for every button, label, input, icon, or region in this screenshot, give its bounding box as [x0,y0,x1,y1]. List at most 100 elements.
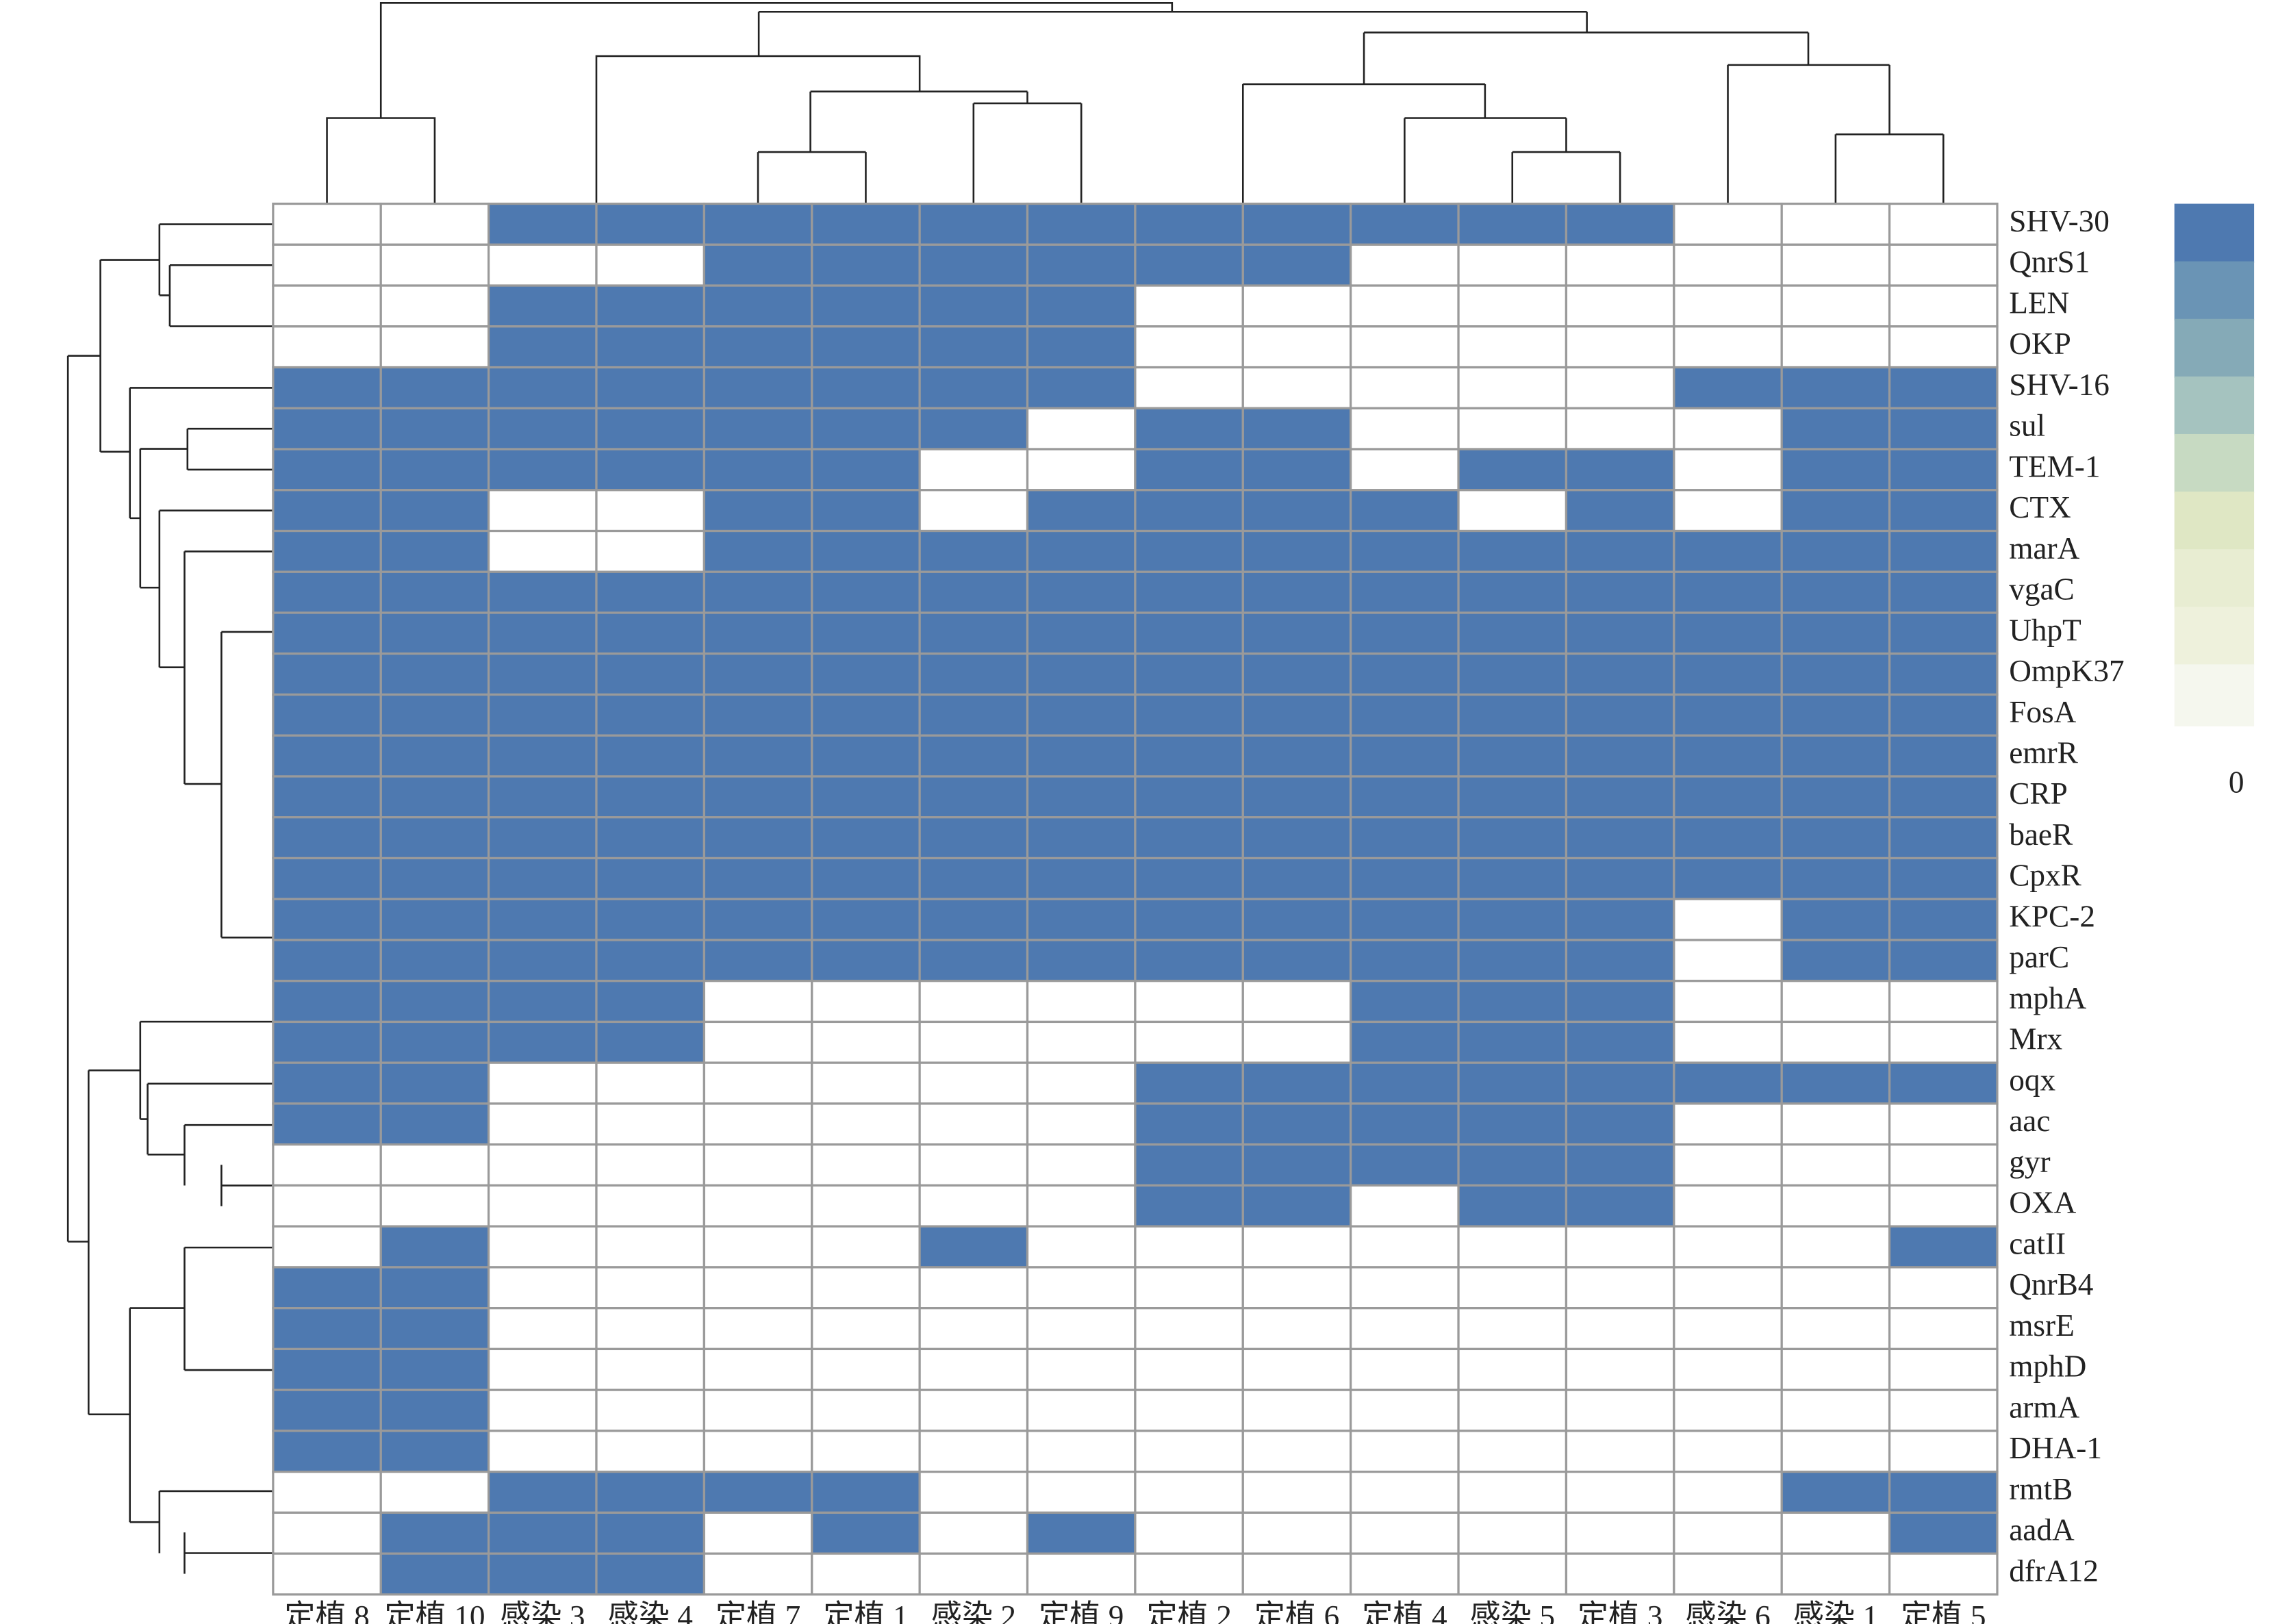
heatmap-cell [272,243,382,287]
heatmap-cell [811,1143,921,1187]
heatmap-cell [1780,1471,1891,1514]
heatmap-cell [1350,775,1460,819]
heatmap-cell [595,366,705,409]
heatmap-cell [379,448,490,492]
heatmap-cell [379,325,490,369]
heatmap-cell [1457,1020,1568,1064]
heatmap-cell [595,898,705,941]
heatmap-cell [1134,325,1244,369]
heatmap-cell [379,857,490,900]
heatmap-cell [811,489,921,533]
heatmap-cell [1241,1511,1352,1555]
heatmap-cell [1780,1102,1891,1146]
heatmap-cell [811,1225,921,1269]
heatmap-cell [1026,1225,1137,1269]
colorbar-step [2174,433,2255,494]
heatmap-cell [1134,1347,1244,1391]
heatmap-cell [1457,448,1568,492]
heatmap-cell [1350,325,1460,369]
heatmap-cell [1673,1143,1783,1187]
heatmap-cell [1350,1347,1460,1391]
heatmap-cell [1565,775,1675,819]
heatmap-cell [1673,1225,1783,1269]
heatmap-cell [1350,1307,1460,1351]
heatmap-cell [1241,1184,1352,1228]
heatmap-cell [1673,857,1783,900]
heatmap-cell [811,857,921,900]
column-label: 定植 4 [1362,1599,1447,1624]
heatmap-cell [1888,1184,1999,1228]
heatmap-cell [703,611,813,655]
heatmap-cell [1673,1511,1783,1555]
heatmap-cell [1565,1184,1675,1228]
dendrogram-branch [326,2,1945,204]
heatmap-cell [703,448,813,492]
heatmap-cell [1565,407,1675,451]
heatmap-cell [811,1061,921,1105]
heatmap-cell [1457,407,1568,451]
heatmap-cell [595,734,705,778]
heatmap-cell [272,570,382,614]
heatmap-cell [1888,284,1999,328]
heatmap-cell [1134,366,1244,409]
heatmap-cell [1241,284,1352,328]
heatmap-cell [1888,1307,1999,1351]
dendrogram-branch [66,223,273,1574]
row-label: SHV-16 [2009,368,2110,402]
heatmap-cell [1780,1511,1891,1555]
heatmap-cell [811,1266,921,1310]
column-label: 定植 6 [1254,1599,1339,1624]
heatmap-cell [379,1347,490,1391]
heatmap-cell [595,243,705,287]
heatmap-cell [1673,448,1783,492]
heatmap-cell [487,1471,598,1514]
heatmap-cell [1888,407,1999,451]
heatmap-cell [1673,284,1783,328]
heatmap-cell [272,857,382,900]
heatmap-cell [1457,1552,1568,1596]
colorbar-step [2174,318,2255,379]
heatmap-cell [1780,898,1891,941]
colorbar-step [2174,549,2255,609]
heatmap-cell [487,1347,598,1391]
heatmap-cell [595,1102,705,1146]
heatmap-cell [487,857,598,900]
heatmap-cell [811,939,921,982]
heatmap-cell [595,448,705,492]
heatmap-cell [1565,1552,1675,1596]
heatmap-cell [1134,1471,1244,1514]
heatmap-cell [487,284,598,328]
heatmap-cell [1350,1388,1460,1432]
heatmap-cell [1457,570,1568,614]
row-label: baeR [2009,817,2073,852]
heatmap-cell [1780,1307,1891,1351]
heatmap-cell [1134,284,1244,328]
heatmap-cell [379,1430,490,1473]
row-label: sul [2009,409,2045,443]
heatmap-cell [1673,529,1783,573]
heatmap-cell [1888,1388,1999,1432]
heatmap-cell [1673,366,1783,409]
heatmap-cell [1780,816,1891,860]
heatmap-cell [918,1102,1029,1146]
heatmap-cell [1457,529,1568,573]
heatmap-cell [1673,202,1783,246]
heatmap-cell [811,1347,921,1391]
heatmap-cell [1780,734,1891,778]
heatmap-cell [918,1471,1029,1514]
heatmap-cell [703,1552,813,1596]
heatmap-cell [703,734,813,778]
heatmap-cell [1026,939,1137,982]
heatmap-cell [811,1184,921,1228]
heatmap-cell [272,1552,382,1596]
heatmap-cell [811,775,921,819]
heatmap-cell [1780,407,1891,451]
heatmap-cell [595,407,705,451]
heatmap-cell [703,898,813,941]
heatmap-cell [703,1347,813,1391]
heatmap-cell [487,529,598,573]
heatmap-cell [1134,611,1244,655]
row-label: QnrB4 [2009,1267,2093,1302]
heatmap-cell [272,1347,382,1391]
heatmap-cell [272,284,382,328]
